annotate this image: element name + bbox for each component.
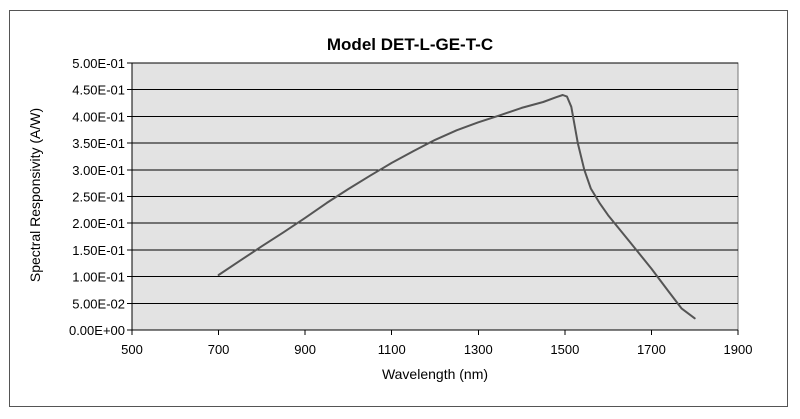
x-axis-label: Wavelength (nm)	[382, 366, 488, 382]
x-tick-label: 1100	[378, 342, 406, 357]
series-group	[217, 94, 696, 320]
y-tick-label: 5.00E-02	[72, 296, 125, 311]
chart-frame: Model DET-L-GE-T-C 0.00E+00 5.00E-02 1.00E…	[9, 10, 788, 407]
x-tick-label: 1300	[464, 342, 493, 357]
y-tick-label: 0.00E+00	[69, 323, 125, 338]
x-tick-label: 700	[208, 342, 230, 357]
y-tick-label: 4.50E-01	[72, 83, 125, 98]
y-tick-label: 2.50E-01	[72, 190, 125, 205]
y-tick-label: 2.00E-01	[72, 216, 125, 231]
x-tick-label: 1700	[637, 342, 666, 357]
x-tick-label: 500	[121, 342, 143, 357]
gridlines	[132, 62, 738, 304]
y-axis-label: Spectral Responsivity (A/W)	[27, 108, 43, 282]
y-tick-label: 1.50E-01	[72, 243, 125, 258]
x-tick-label: 900	[294, 342, 316, 357]
y-tick-label: 1.00E-01	[72, 270, 125, 285]
series-line-spectral-responsivity	[217, 94, 696, 320]
y-tick-label: 3.50E-01	[72, 136, 125, 151]
x-tick-label: 1900	[724, 342, 753, 357]
y-tick-label: 3.00E-01	[72, 163, 125, 178]
chart-svg: Model DET-L-GE-T-C 0.00E+00 5.00E-02 1.00E…	[27, 35, 753, 382]
x-tick-label: 1500	[550, 342, 579, 357]
y-tick-label: 4.00E-01	[72, 109, 125, 124]
y-axis-ticks: 0.00E+00 5.00E-02 1.00E-01 1.50E-01 2.00E-01…	[69, 56, 133, 338]
chart-title: Model DET-L-GE-T-C	[327, 35, 493, 54]
x-axis-ticks: 500 700 900 1100 1300 1500 1700 1900	[121, 329, 753, 357]
y-tick-label: 5.00E-01	[72, 56, 125, 71]
